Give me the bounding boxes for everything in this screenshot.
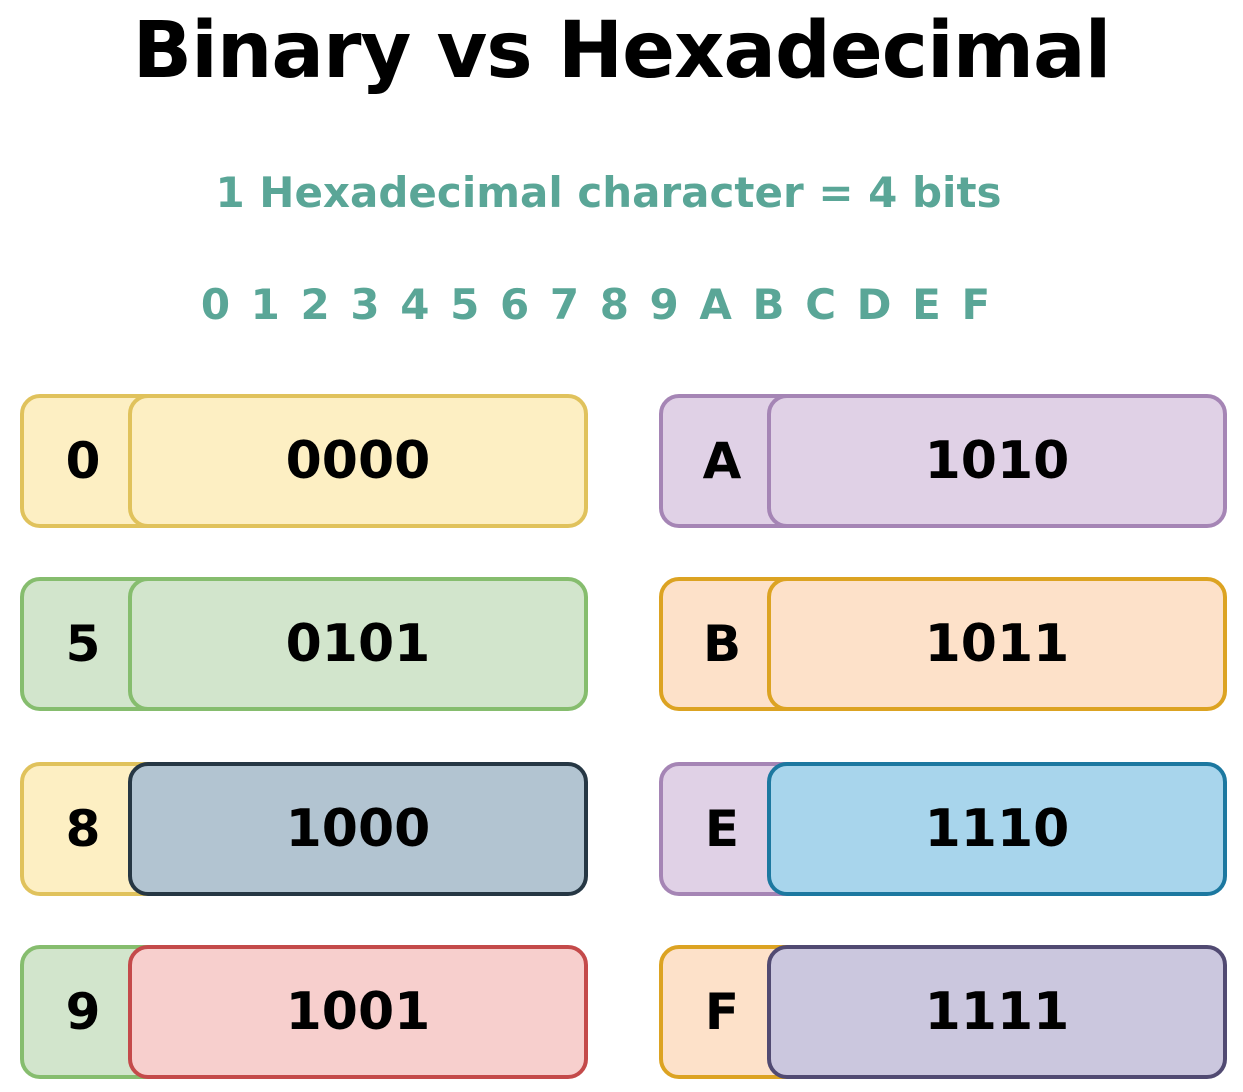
hex-digit: F (961, 280, 993, 329)
hex-digit: 0 (200, 280, 233, 329)
hex-digit: 3 (350, 280, 382, 329)
pair-row-hex-b: B 1011 (659, 577, 1227, 711)
hex-digit: 2 (300, 280, 332, 329)
hex-value: E (704, 800, 740, 858)
hex-value: 8 (65, 800, 101, 858)
hex-digit: 4 (400, 280, 432, 329)
pair-row-hex-5: 5 0101 (20, 577, 588, 711)
binary-box: 1001 (128, 945, 588, 1079)
hex-digit-list: 0 1 2 3 4 5 6 7 8 9 A B C D E F (0, 280, 1193, 329)
binary-box: 1011 (767, 577, 1227, 711)
pair-row-hex-e: E 1110 (659, 762, 1227, 896)
hex-value: 0 (65, 432, 101, 490)
hex-digit: 1 (250, 280, 282, 329)
binary-box: 0101 (128, 577, 588, 711)
hex-digit: 5 (450, 280, 482, 329)
hex-digit: 6 (499, 280, 532, 329)
hex-digit: D (856, 280, 894, 329)
hex-value: F (704, 983, 740, 1041)
binary-box: 1010 (767, 394, 1227, 528)
diagram-title: Binary vs Hexadecimal (132, 6, 1112, 96)
pair-row-hex-0: 0 0000 (20, 394, 588, 528)
hex-value: A (702, 432, 742, 490)
binary-box: 1111 (767, 945, 1227, 1079)
binary-box: 1110 (767, 762, 1227, 896)
hex-value: 5 (65, 615, 101, 673)
hex-digit: B (752, 280, 787, 329)
hex-digit: C (805, 280, 839, 329)
binary-box: 1000 (128, 762, 588, 896)
binary-box: 0000 (128, 394, 588, 528)
pair-row-hex-9: 9 1001 (20, 945, 588, 1079)
hex-digit: E (912, 280, 943, 329)
hex-value: 9 (65, 983, 101, 1041)
pair-row-hex-f: F 1111 (659, 945, 1227, 1079)
hex-digit: 7 (549, 280, 582, 329)
hex-digit: 8 (599, 280, 631, 329)
hex-digit: A (699, 280, 734, 329)
pair-row-hex-8: 8 1000 (20, 762, 588, 896)
hex-value: B (702, 615, 742, 673)
hex-digit: 9 (649, 280, 681, 329)
pair-row-hex-a: A 1010 (659, 394, 1227, 528)
diagram-subtitle: 1 Hexadecimal character = 4 bits (215, 168, 1002, 217)
